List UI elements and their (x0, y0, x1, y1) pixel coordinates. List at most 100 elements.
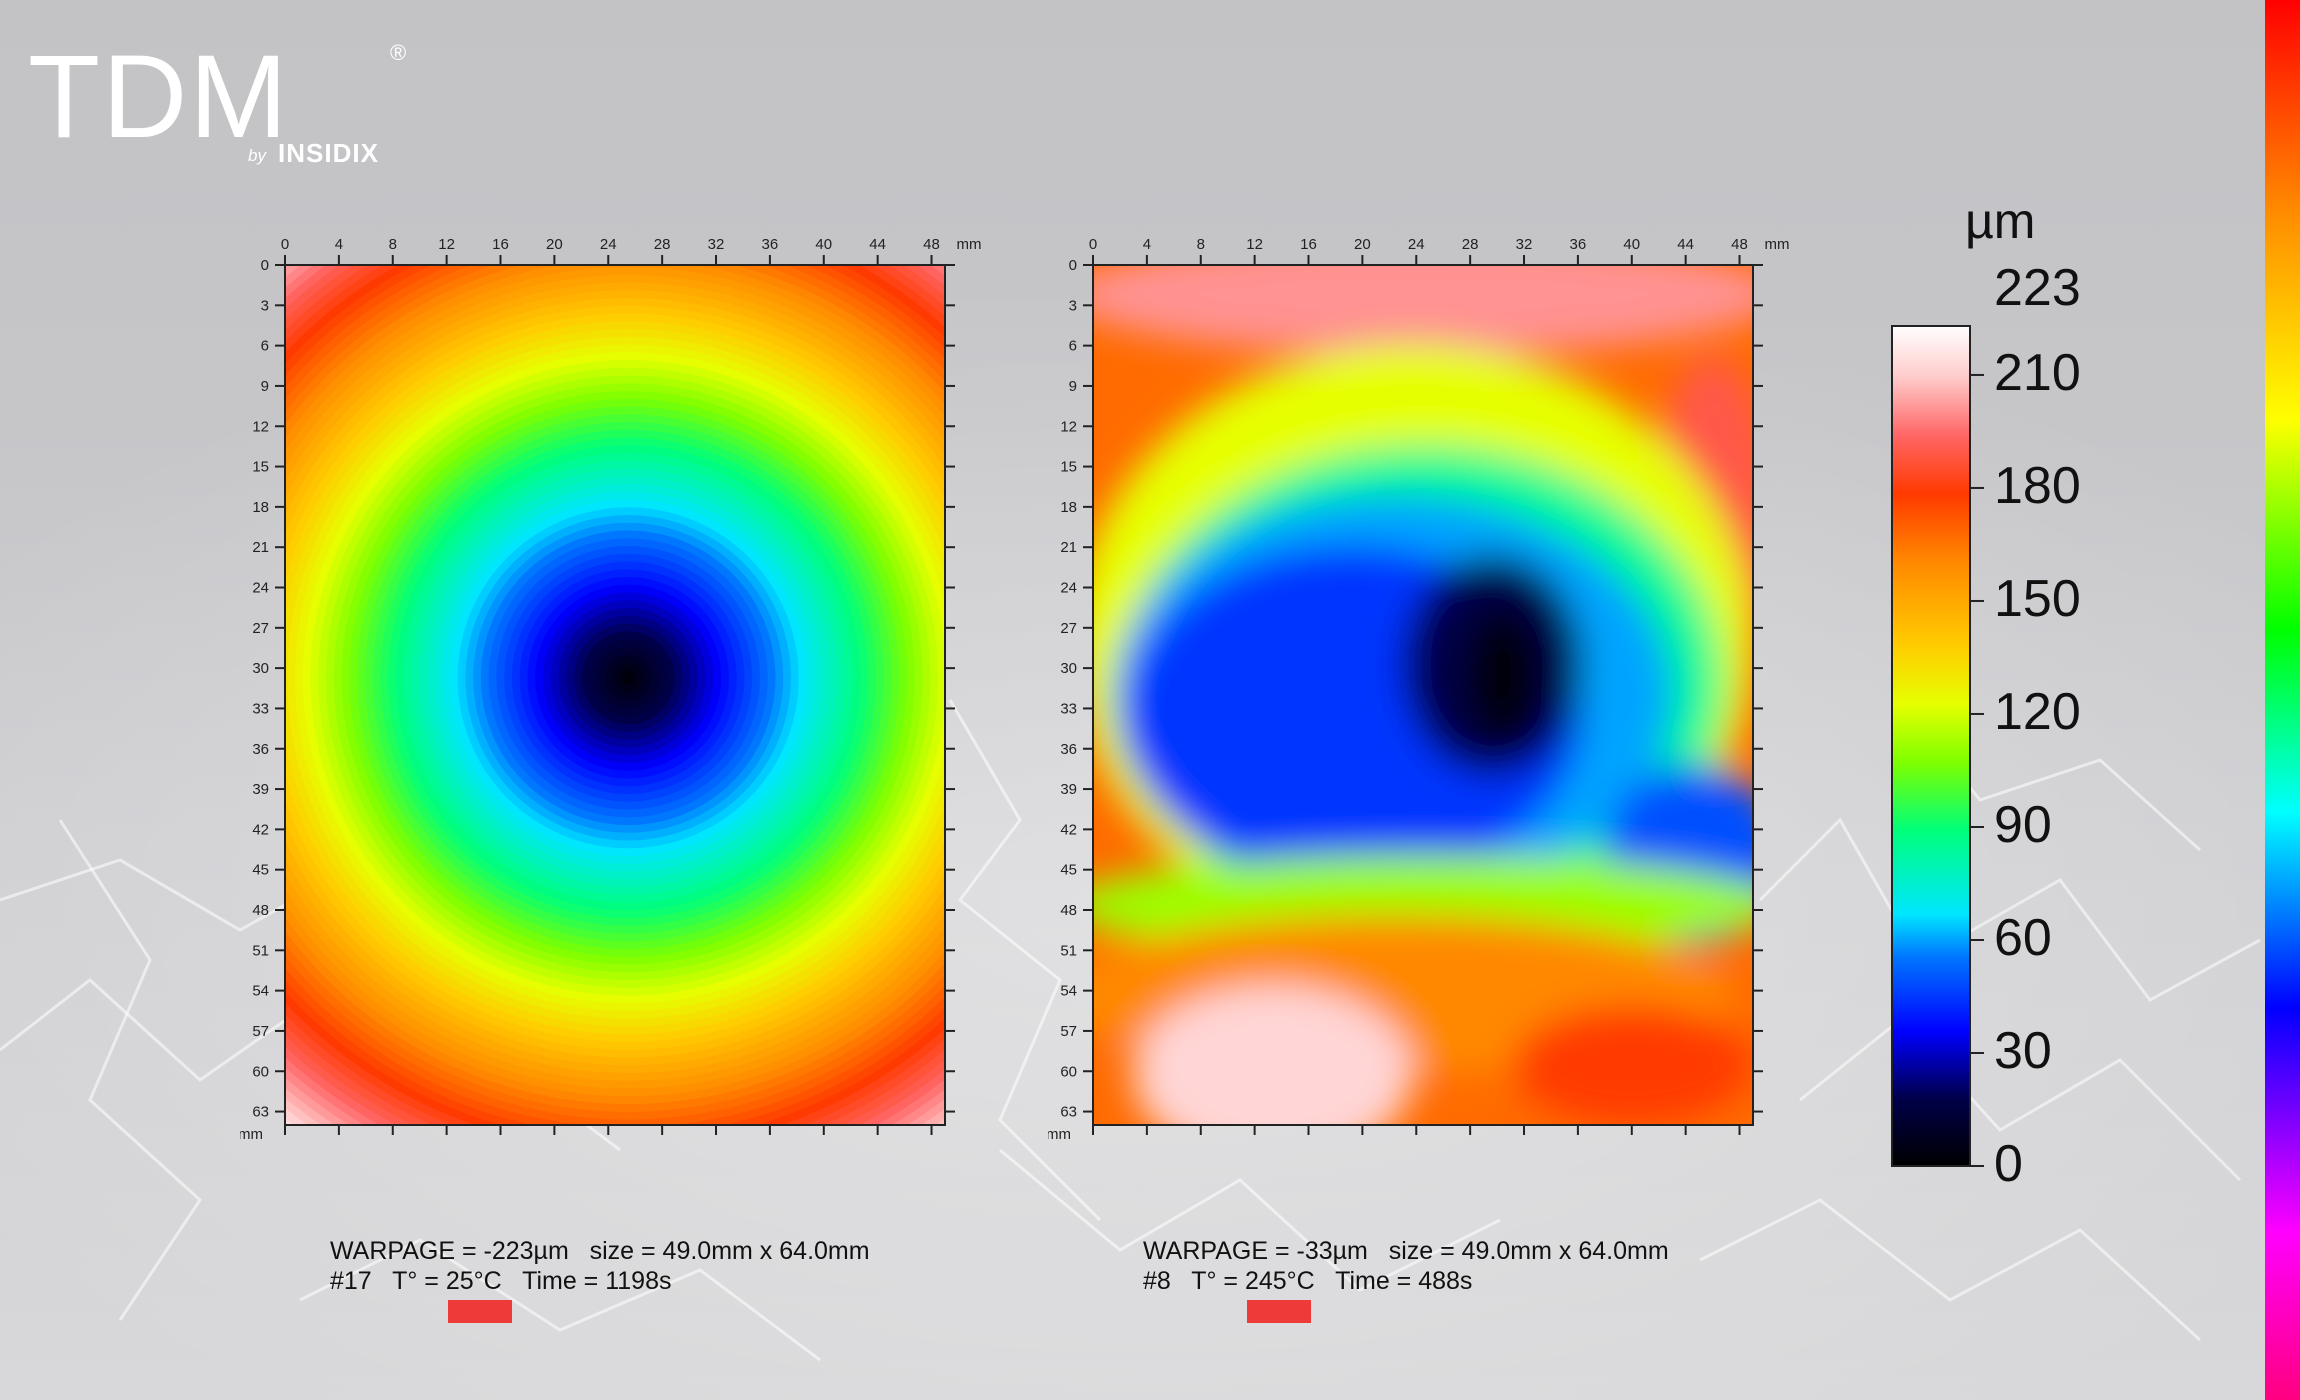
caption-1-line-1: WARPAGE = -223µm size = 49.0mm x 64.0mm (330, 1237, 870, 1265)
x-tick-label: 28 (1462, 236, 1479, 253)
y-tick-label: 51 (252, 942, 269, 959)
x-tick-label: 44 (1677, 236, 1694, 253)
y-tick-label: 21 (1060, 539, 1077, 556)
x-unit-label: mm (957, 236, 982, 253)
heatmap-field (1093, 265, 1753, 1125)
y-tick-label: 12 (1060, 418, 1077, 435)
y-unit-label: mm (1048, 1126, 1071, 1143)
legend-tick-label: 150 (1994, 569, 2081, 628)
temperature-marker-2 (1247, 1300, 1311, 1323)
x-tick-label: 24 (600, 236, 617, 253)
x-tick-label: 0 (1089, 236, 1097, 253)
y-tick-label: 6 (1069, 338, 1077, 355)
y-tick-label: 30 (252, 660, 269, 677)
x-tick-label: 40 (1623, 236, 1640, 253)
y-tick-label: 48 (252, 902, 269, 919)
plot-frame (284, 264, 946, 1126)
y-tick-label: 51 (1060, 942, 1077, 959)
y-tick-label: 57 (252, 1023, 269, 1040)
heatmap-chart-2: 0 4 8 12 16 20 24 28 32 36 40 44 48 mm036912151821242… (1048, 236, 1790, 1143)
y-tick-label: 63 (1060, 1104, 1077, 1121)
y-tick-label: 36 (1060, 741, 1077, 758)
y-tick-label: 33 (252, 700, 269, 717)
x-tick-label: 40 (815, 236, 832, 253)
y-unit-label: mm (240, 1126, 263, 1143)
y-tick-label: 30 (1060, 660, 1077, 677)
x-tick-label: 32 (708, 236, 725, 253)
logo-company: INSIDIX (278, 138, 379, 168)
y-tick-label: 24 (252, 580, 269, 597)
legend-tick-label: 0 (1994, 1135, 2023, 1193)
legend-tick-label: 30 (1994, 1021, 2052, 1080)
plot-frame (1092, 264, 1754, 1126)
x-tick-label: 12 (1246, 236, 1263, 253)
x-tick-label: 48 (1731, 236, 1748, 253)
y-tick-label: 21 (252, 539, 269, 556)
y-tick-label: 60 (252, 1063, 269, 1080)
y-tick-label: 6 (261, 338, 269, 355)
x-tick-label: 4 (335, 236, 343, 253)
y-tick-label: 0 (261, 257, 269, 274)
y-tick-label: 39 (252, 781, 269, 798)
y-tick-label: 45 (1060, 862, 1077, 879)
y-tick-label: 18 (1060, 499, 1077, 516)
x-tick-label: 12 (438, 236, 455, 253)
y-tick-label: 27 (252, 620, 269, 637)
legend-tick-label: 120 (1994, 682, 2081, 741)
x-tick-label: 16 (1300, 236, 1317, 253)
y-tick-label: 9 (1069, 378, 1077, 395)
x-tick-label: 20 (1354, 236, 1371, 253)
logo-by: by (248, 146, 266, 165)
color-legend (1891, 325, 1984, 1167)
x-tick-label: 44 (869, 236, 886, 253)
x-tick-label: 8 (1197, 236, 1205, 253)
legend-tick-label: 60 (1994, 908, 2052, 967)
y-tick-label: 12 (252, 418, 269, 435)
x-unit-label: mm (1765, 236, 1790, 253)
y-tick-label: 63 (252, 1104, 269, 1121)
legend-unit: µm (1965, 193, 2036, 249)
x-tick-label: 32 (1516, 236, 1533, 253)
legend-tick-label: 210 (1994, 343, 2081, 402)
y-tick-label: 54 (1060, 983, 1077, 1000)
x-tick-label: 36 (762, 236, 779, 253)
rainbow-edge-strip (2265, 0, 2300, 1400)
x-tick-label: 16 (492, 236, 509, 253)
x-tick-label: 4 (1143, 236, 1151, 253)
color-scale-bar (1891, 325, 1971, 1167)
x-tick-label: 36 (1570, 236, 1587, 253)
y-tick-label: 48 (1060, 902, 1077, 919)
y-tick-label: 45 (252, 862, 269, 879)
y-tick-label: 36 (252, 741, 269, 758)
y-tick-label: 15 (252, 459, 269, 476)
x-tick-label: 0 (281, 236, 289, 253)
heatmap-field (285, 265, 945, 1125)
temperature-marker-1 (448, 1300, 512, 1323)
legend-max-label: 223 (1994, 259, 2081, 317)
y-tick-label: 60 (1060, 1063, 1077, 1080)
y-tick-label: 57 (1060, 1023, 1077, 1040)
y-tick-label: 27 (1060, 620, 1077, 637)
y-tick-label: 24 (1060, 580, 1077, 597)
x-tick-label: 48 (923, 236, 940, 253)
x-tick-label: 8 (389, 236, 397, 253)
y-tick-label: 33 (1060, 700, 1077, 717)
tdm-logo: TDM ® by INSIDIX (28, 31, 406, 168)
y-tick-label: 39 (1060, 781, 1077, 798)
y-tick-label: 3 (261, 297, 269, 314)
y-tick-label: 42 (1060, 821, 1077, 838)
y-tick-label: 54 (252, 983, 269, 1000)
x-tick-label: 24 (1408, 236, 1425, 253)
caption-2-line-2: #8 T° = 245°C Time = 488s (1143, 1267, 1473, 1295)
caption-2-line-1: WARPAGE = -33µm size = 49.0mm x 64.0mm (1143, 1237, 1669, 1265)
legend-tick-label: 180 (1994, 456, 2081, 515)
logo-text: TDM (28, 31, 290, 163)
y-tick-label: 42 (252, 821, 269, 838)
y-tick-label: 9 (261, 378, 269, 395)
y-tick-label: 0 (1069, 257, 1077, 274)
x-tick-label: 28 (654, 236, 671, 253)
heatmap-chart-1: 0 4 8 12 16 20 24 28 32 36 40 44 48 mm036912151821242… (240, 236, 982, 1143)
y-tick-label: 15 (1060, 459, 1077, 476)
caption-1-line-2: #17 T° = 25°C Time = 1198s (330, 1267, 672, 1295)
y-tick-label: 18 (252, 499, 269, 516)
